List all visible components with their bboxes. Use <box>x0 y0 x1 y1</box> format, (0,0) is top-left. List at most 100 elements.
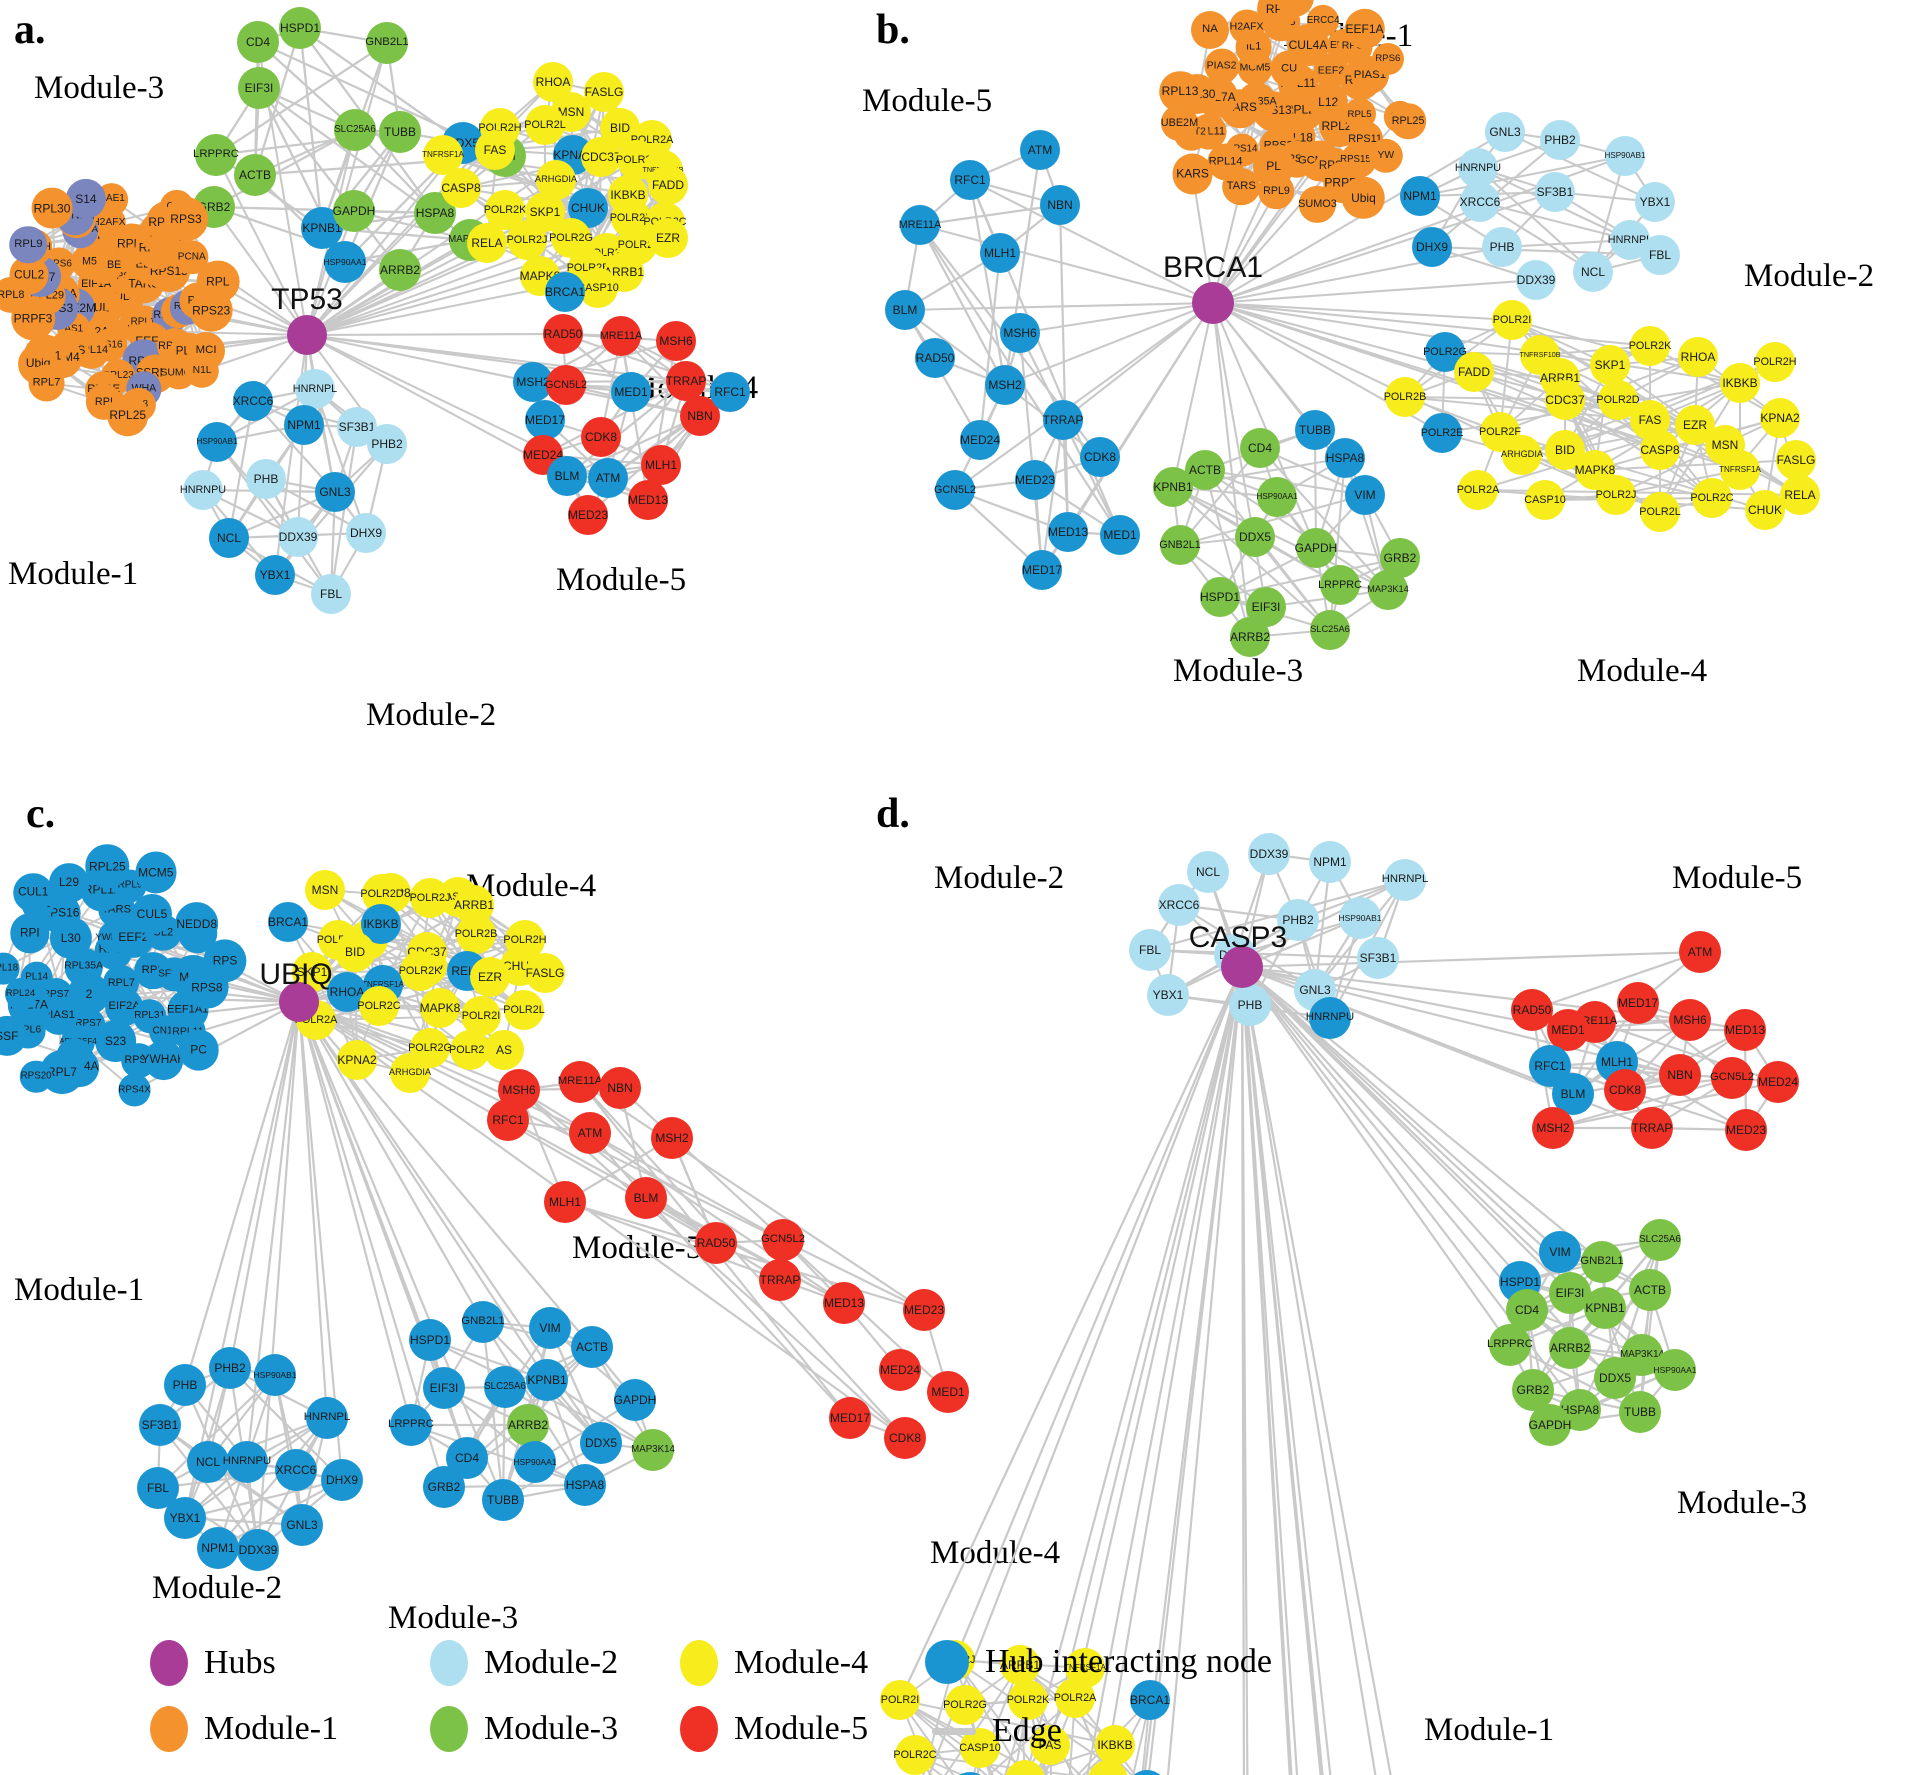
network-node[interactable]: GNL3 <box>1485 112 1525 152</box>
network-node[interactable]: PHB <box>246 459 286 499</box>
network-node[interactable]: MAPK8 <box>420 988 460 1028</box>
network-node[interactable]: MED13 <box>628 480 668 520</box>
network-node[interactable]: CD4 <box>237 21 279 63</box>
network-node[interactable]: MAP3K14 <box>1367 570 1409 610</box>
network-node[interactable]: HSPA8 <box>564 1464 606 1506</box>
network-node[interactable]: POLR2L <box>503 990 545 1030</box>
network-node[interactable]: GNB2L1 <box>1159 525 1201 565</box>
network-node[interactable]: RPL7 <box>28 364 65 402</box>
network-node[interactable]: SF3B1 <box>1357 937 1399 979</box>
network-node[interactable]: NPM1 <box>1400 176 1440 216</box>
network-node[interactable]: MLH1 <box>544 1181 586 1223</box>
network-node[interactable]: VIM <box>1345 475 1385 515</box>
network-node[interactable]: HSP90AB1 <box>254 1354 297 1396</box>
network-node[interactable]: TUBB <box>379 111 421 153</box>
network-node[interactable]: HSPD1 <box>409 1319 451 1361</box>
network-node[interactable]: POLR2C <box>357 986 401 1026</box>
network-node[interactable]: GCN5L2 <box>545 365 587 405</box>
network-node[interactable]: HSP90AB1 <box>1339 897 1382 939</box>
network-node[interactable]: HNRNPL <box>1382 859 1428 901</box>
network-node[interactable]: NBN <box>599 1067 641 1109</box>
network-node[interactable]: MRE11A <box>558 1061 602 1103</box>
network-node[interactable]: GCN5L2 <box>934 470 976 510</box>
network-node[interactable]: HNRNPU <box>180 470 226 510</box>
network-node[interactable]: KPNB1 <box>1153 467 1193 507</box>
network-node[interactable]: RFC1 <box>487 1099 529 1141</box>
network-node[interactable]: EZR <box>470 957 510 997</box>
network-node[interactable]: VIM <box>529 1307 571 1349</box>
network-node[interactable]: POLR2B <box>1384 377 1426 417</box>
network-node[interactable]: HSPD1 <box>1200 577 1240 617</box>
network-node[interactable]: CDK8 <box>1604 1069 1646 1111</box>
network-node[interactable]: MRE11A <box>899 205 941 245</box>
network-node[interactable]: YBX1 <box>1147 974 1189 1016</box>
network-node[interactable]: SF3B1 <box>1535 172 1575 212</box>
network-node[interactable]: POLR2E <box>1421 413 1463 453</box>
network-node[interactable]: ARRB2 <box>1230 617 1270 657</box>
network-node[interactable]: ARHGDIA <box>389 1053 431 1093</box>
network-node[interactable]: MED23 <box>1725 1109 1767 1151</box>
network-node[interactable]: TRRAP <box>1043 400 1083 440</box>
network-node[interactable]: BLM <box>625 1177 667 1219</box>
network-node[interactable]: DDX39 <box>237 1529 279 1571</box>
network-node[interactable]: TUBB <box>1619 1391 1661 1433</box>
network-node[interactable]: MED17 <box>1022 550 1062 590</box>
network-node[interactable]: KPNA2 <box>337 1040 377 1080</box>
network-node[interactable]: GAPDH <box>1529 1404 1571 1446</box>
network-node[interactable]: HSP90AB1 <box>1605 136 1645 176</box>
hub-node-casp3[interactable] <box>1221 946 1263 988</box>
network-node[interactable]: SKP1 <box>1590 345 1630 385</box>
network-node[interactable]: VIM <box>1539 1231 1581 1273</box>
network-node[interactable]: PHB <box>164 1364 206 1406</box>
network-node[interactable]: MED1 <box>611 372 651 412</box>
network-node[interactable]: POLR2B <box>455 914 497 954</box>
network-node[interactable]: PHB2 <box>367 424 407 464</box>
network-node[interactable]: FASLG <box>525 953 565 993</box>
network-node[interactable]: CASP8 <box>950 1772 990 1775</box>
network-node[interactable]: PHB2 <box>209 1347 251 1389</box>
network-node[interactable]: HSP90AA1 <box>324 241 367 283</box>
network-node[interactable]: MLH1 <box>641 445 681 485</box>
network-node[interactable]: FBL <box>1640 235 1680 275</box>
network-node[interactable]: POLR2I <box>1492 300 1532 340</box>
network-node[interactable]: KPNB1 <box>1584 1287 1626 1329</box>
network-node[interactable]: CASP10 <box>959 1728 1001 1768</box>
network-node[interactable]: NPM1 <box>197 1527 239 1569</box>
network-node[interactable]: ACTB <box>1629 1269 1671 1311</box>
network-node[interactable]: FAS <box>475 130 515 170</box>
network-node[interactable]: RFC1 <box>710 372 750 412</box>
network-node[interactable]: RPL <box>196 260 240 304</box>
network-node[interactable]: SLC25A6 <box>1310 610 1350 650</box>
network-node[interactable]: POLR2A <box>1457 470 1499 510</box>
network-node[interactable]: POLR2J <box>1596 475 1636 515</box>
network-node[interactable]: HNRNPU <box>1306 997 1354 1039</box>
network-node[interactable]: ARRB2 <box>507 1404 549 1446</box>
network-node[interactable]: LRPPRC <box>193 134 239 176</box>
network-node[interactable]: POLR2L <box>1639 492 1681 532</box>
network-node[interactable]: DHX9 <box>346 513 386 553</box>
network-node[interactable]: HSP90AB1 <box>197 422 237 462</box>
network-node[interactable]: FASLG <box>1776 440 1816 480</box>
network-node[interactable]: LRPPRC <box>1318 565 1362 605</box>
network-node[interactable]: MED1 <box>1100 515 1140 555</box>
network-node[interactable]: GCN5L2 <box>761 1219 805 1261</box>
network-node[interactable]: RAD50 <box>543 314 583 354</box>
network-node[interactable]: CDK8 <box>581 417 621 457</box>
network-node[interactable]: GNL3 <box>281 1504 323 1546</box>
network-node[interactable]: RPL9 <box>1258 173 1295 210</box>
network-node[interactable]: KPNA2 <box>1760 398 1800 438</box>
network-node[interactable]: XRCC6 <box>1460 182 1500 222</box>
network-node[interactable]: GAPDH <box>614 1379 656 1421</box>
network-node[interactable]: DDX5 <box>580 1422 622 1464</box>
network-node[interactable]: FADD <box>1454 352 1494 392</box>
network-node[interactable]: XRCC6 <box>233 381 273 421</box>
network-node[interactable]: HSP90AA1 <box>1257 477 1297 517</box>
network-node[interactable]: MSH2 <box>1532 1107 1574 1149</box>
network-node[interactable]: ATM <box>1020 130 1060 170</box>
network-node[interactable]: MED23 <box>568 495 608 535</box>
network-node[interactable]: ARHGDIA <box>1501 435 1543 475</box>
network-node[interactable]: TRRAP <box>666 361 706 401</box>
network-node[interactable]: RPL9 <box>9 226 48 264</box>
network-node[interactable]: GRB2 <box>423 1466 465 1508</box>
network-node[interactable]: KARS <box>1172 153 1214 195</box>
